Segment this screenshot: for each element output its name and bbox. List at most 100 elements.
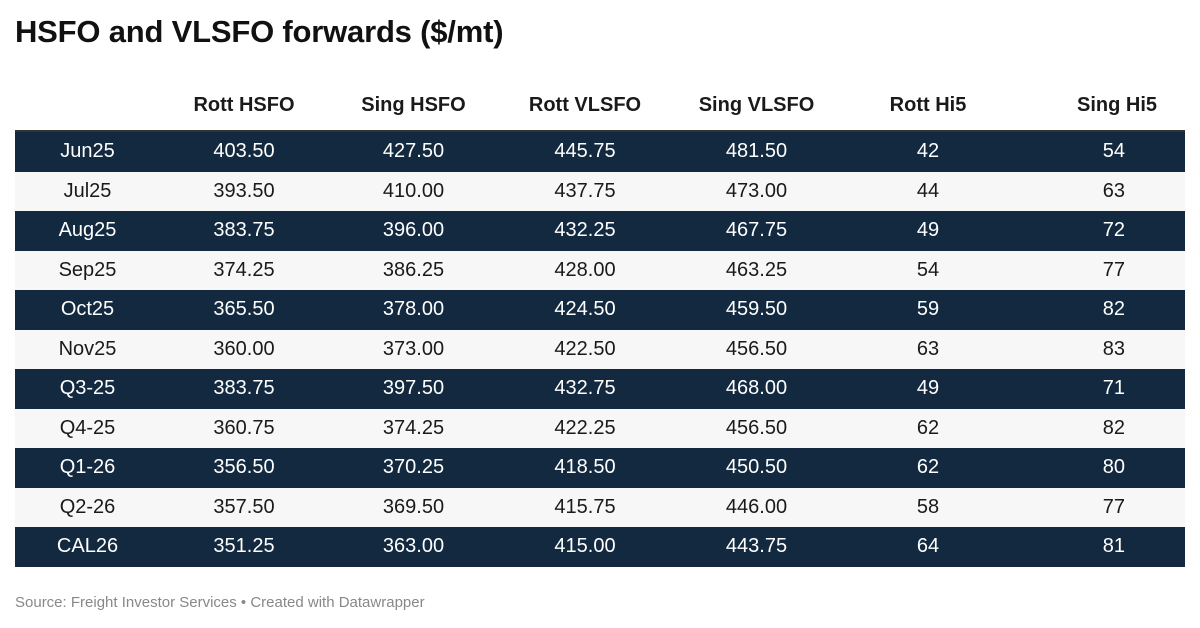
cell-period: Oct25 bbox=[15, 290, 160, 330]
cell-rott-hi5: 63 bbox=[842, 329, 1014, 369]
cell-period: CAL26 bbox=[15, 527, 160, 567]
cell-rott-hi5: 49 bbox=[842, 369, 1014, 409]
column-header-sing-hsfo: Sing HSFO bbox=[328, 80, 499, 132]
cell-rott-hsfo: 365.50 bbox=[160, 290, 328, 330]
chart-title: HSFO and VLSFO forwards ($/mt) bbox=[15, 14, 504, 49]
cell-sing-vlsfo: 456.50 bbox=[671, 329, 842, 369]
cell-sing-hi5: 83 bbox=[1014, 329, 1185, 369]
table-row: Q2-26 357.50 369.50 415.75 446.00 58 77 bbox=[15, 487, 1185, 527]
cell-sing-hi5: 63 bbox=[1014, 171, 1185, 211]
cell-period: Q3-25 bbox=[15, 369, 160, 409]
cell-rott-vlsfo: 445.75 bbox=[499, 131, 671, 172]
cell-period: Q1-26 bbox=[15, 448, 160, 488]
cell-sing-hsfo: 397.50 bbox=[328, 369, 499, 409]
cell-sing-vlsfo: 459.50 bbox=[671, 290, 842, 330]
cell-rott-hi5: 58 bbox=[842, 487, 1014, 527]
cell-sing-hsfo: 410.00 bbox=[328, 171, 499, 211]
cell-rott-vlsfo: 437.75 bbox=[499, 171, 671, 211]
column-header-rott-hsfo: Rott HSFO bbox=[160, 80, 328, 132]
cell-sing-hi5: 82 bbox=[1014, 290, 1185, 330]
cell-sing-hi5: 81 bbox=[1014, 527, 1185, 567]
table-body: Jun25 403.50 427.50 445.75 481.50 42 54 Jul25 39… bbox=[15, 131, 1185, 567]
cell-sing-vlsfo: 473.00 bbox=[671, 171, 842, 211]
column-header-rott-vlsfo: Rott VLSFO bbox=[499, 80, 671, 132]
table-row: CAL26 351.25 363.00 415.00 443.75 64 81 bbox=[15, 527, 1185, 567]
cell-sing-vlsfo: 443.75 bbox=[671, 527, 842, 567]
cell-sing-hsfo: 427.50 bbox=[328, 131, 499, 172]
cell-sing-hi5: 72 bbox=[1014, 211, 1185, 251]
cell-period: Nov25 bbox=[15, 329, 160, 369]
cell-sing-hsfo: 396.00 bbox=[328, 211, 499, 251]
cell-rott-vlsfo: 432.25 bbox=[499, 211, 671, 251]
cell-sing-hsfo: 373.00 bbox=[328, 329, 499, 369]
cell-sing-vlsfo: 450.50 bbox=[671, 448, 842, 488]
table-row: Q1-26 356.50 370.25 418.50 450.50 62 80 bbox=[15, 448, 1185, 488]
table-row: Q3-25 383.75 397.50 432.75 468.00 49 71 bbox=[15, 369, 1185, 409]
cell-rott-hsfo: 357.50 bbox=[160, 487, 328, 527]
column-header-sing-hi5: Sing Hi5 bbox=[1014, 80, 1185, 132]
cell-rott-vlsfo: 432.75 bbox=[499, 369, 671, 409]
cell-sing-vlsfo: 467.75 bbox=[671, 211, 842, 251]
cell-rott-vlsfo: 422.25 bbox=[499, 408, 671, 448]
cell-sing-vlsfo: 456.50 bbox=[671, 408, 842, 448]
cell-sing-hi5: 71 bbox=[1014, 369, 1185, 409]
cell-rott-hi5: 49 bbox=[842, 211, 1014, 251]
cell-rott-hi5: 59 bbox=[842, 290, 1014, 330]
cell-rott-vlsfo: 422.50 bbox=[499, 329, 671, 369]
cell-rott-hsfo: 356.50 bbox=[160, 448, 328, 488]
cell-sing-hi5: 77 bbox=[1014, 487, 1185, 527]
cell-sing-hsfo: 386.25 bbox=[328, 250, 499, 290]
cell-rott-hsfo: 351.25 bbox=[160, 527, 328, 567]
table-row: Aug25 383.75 396.00 432.25 467.75 49 72 bbox=[15, 211, 1185, 251]
cell-rott-hi5: 54 bbox=[842, 250, 1014, 290]
column-header-sing-vlsfo: Sing VLSFO bbox=[671, 80, 842, 132]
cell-sing-hi5: 82 bbox=[1014, 408, 1185, 448]
cell-sing-hsfo: 369.50 bbox=[328, 487, 499, 527]
table-row: Jul25 393.50 410.00 437.75 473.00 44 63 bbox=[15, 171, 1185, 211]
cell-rott-hsfo: 374.25 bbox=[160, 250, 328, 290]
forwards-table: Rott HSFO Sing HSFO Rott VLSFO Sing VLSF… bbox=[15, 80, 1185, 567]
source-note: Source: Freight Investor Services • Crea… bbox=[15, 594, 425, 611]
cell-sing-hsfo: 374.25 bbox=[328, 408, 499, 448]
cell-rott-vlsfo: 424.50 bbox=[499, 290, 671, 330]
cell-period: Q2-26 bbox=[15, 487, 160, 527]
cell-rott-hsfo: 383.75 bbox=[160, 369, 328, 409]
header-row: Rott HSFO Sing HSFO Rott VLSFO Sing VLSF… bbox=[15, 80, 1185, 132]
cell-rott-hsfo: 383.75 bbox=[160, 211, 328, 251]
table-row: Q4-25 360.75 374.25 422.25 456.50 62 82 bbox=[15, 408, 1185, 448]
cell-period: Jul25 bbox=[15, 171, 160, 211]
cell-sing-hsfo: 370.25 bbox=[328, 448, 499, 488]
cell-rott-hsfo: 360.75 bbox=[160, 408, 328, 448]
cell-sing-vlsfo: 463.25 bbox=[671, 250, 842, 290]
cell-sing-vlsfo: 481.50 bbox=[671, 131, 842, 172]
cell-rott-hi5: 62 bbox=[842, 448, 1014, 488]
cell-rott-hsfo: 403.50 bbox=[160, 131, 328, 172]
table-row: Jun25 403.50 427.50 445.75 481.50 42 54 bbox=[15, 131, 1185, 172]
cell-sing-vlsfo: 446.00 bbox=[671, 487, 842, 527]
table-header: Rott HSFO Sing HSFO Rott VLSFO Sing VLSF… bbox=[15, 80, 1185, 132]
table-row: Oct25 365.50 378.00 424.50 459.50 59 82 bbox=[15, 290, 1185, 330]
cell-sing-hi5: 54 bbox=[1014, 131, 1185, 172]
cell-period: Q4-25 bbox=[15, 408, 160, 448]
cell-rott-hi5: 44 bbox=[842, 171, 1014, 211]
column-header-period bbox=[15, 80, 160, 132]
cell-sing-vlsfo: 468.00 bbox=[671, 369, 842, 409]
cell-rott-hi5: 42 bbox=[842, 131, 1014, 172]
forwards-table-container: Rott HSFO Sing HSFO Rott VLSFO Sing VLSF… bbox=[15, 80, 1185, 567]
cell-sing-hsfo: 363.00 bbox=[328, 527, 499, 567]
table-row: Sep25 374.25 386.25 428.00 463.25 54 77 bbox=[15, 250, 1185, 290]
cell-rott-hsfo: 360.00 bbox=[160, 329, 328, 369]
cell-period: Aug25 bbox=[15, 211, 160, 251]
column-header-rott-hi5: Rott Hi5 bbox=[842, 80, 1014, 132]
table-row: Nov25 360.00 373.00 422.50 456.50 63 83 bbox=[15, 329, 1185, 369]
cell-rott-vlsfo: 415.00 bbox=[499, 527, 671, 567]
cell-rott-hi5: 62 bbox=[842, 408, 1014, 448]
cell-period: Sep25 bbox=[15, 250, 160, 290]
cell-sing-hi5: 80 bbox=[1014, 448, 1185, 488]
cell-rott-hsfo: 393.50 bbox=[160, 171, 328, 211]
cell-rott-vlsfo: 428.00 bbox=[499, 250, 671, 290]
cell-period: Jun25 bbox=[15, 131, 160, 172]
cell-rott-vlsfo: 418.50 bbox=[499, 448, 671, 488]
cell-sing-hsfo: 378.00 bbox=[328, 290, 499, 330]
cell-rott-vlsfo: 415.75 bbox=[499, 487, 671, 527]
